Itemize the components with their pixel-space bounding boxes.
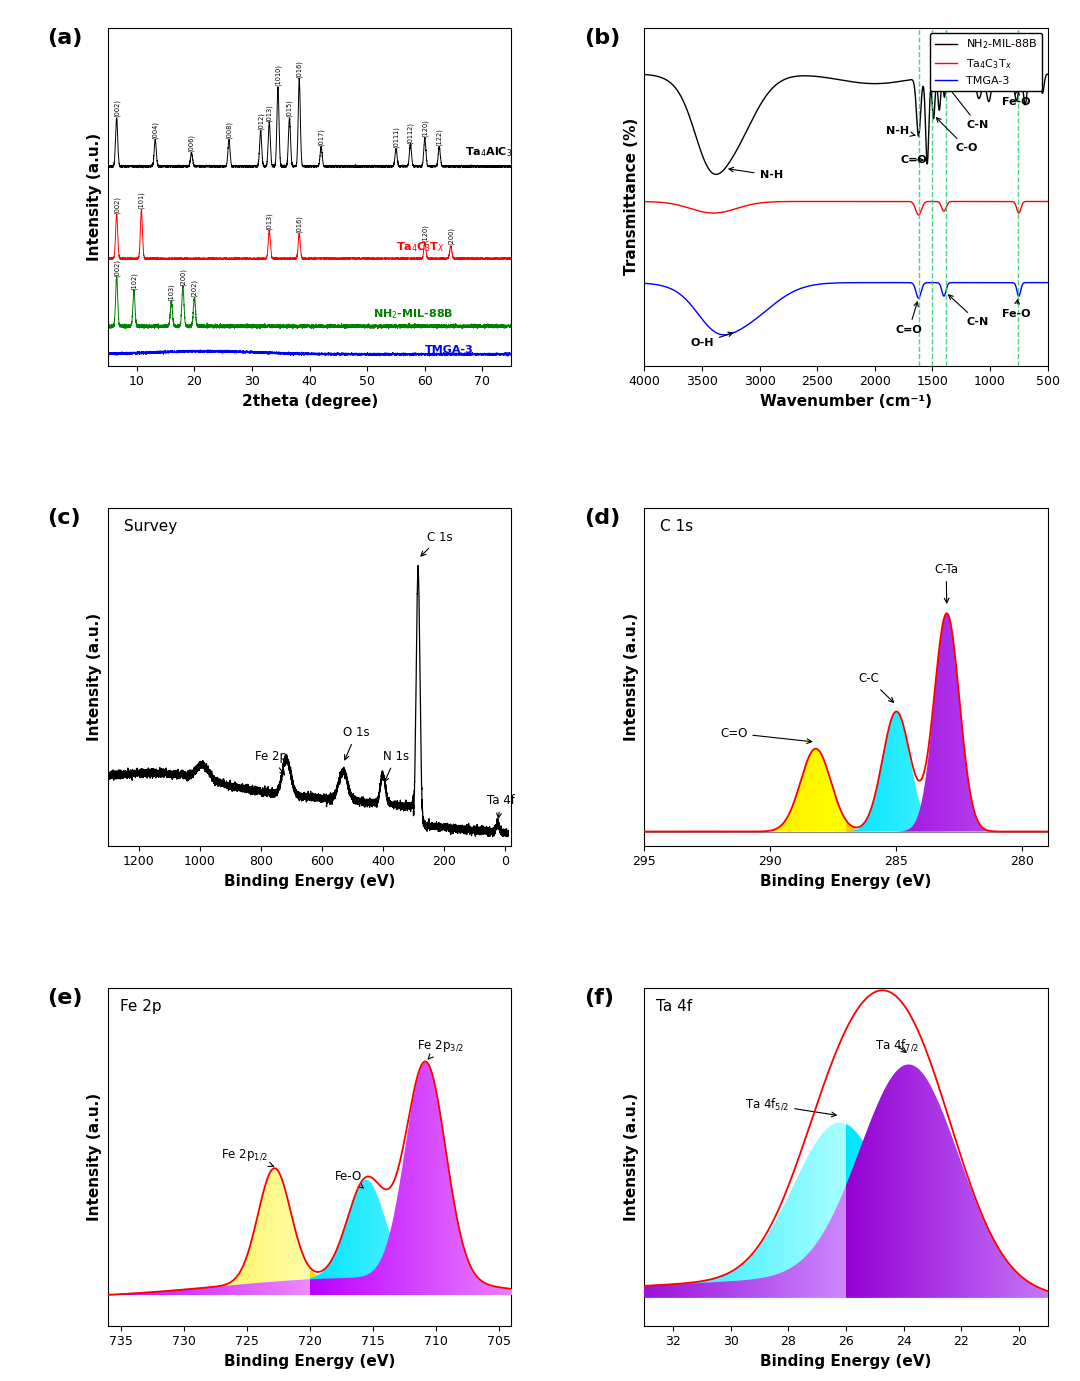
Text: Ta 4f$_{7/2}$: Ta 4f$_{7/2}$ [875,1037,919,1054]
Y-axis label: Intensity (a.u.): Intensity (a.u.) [87,133,103,261]
Text: (b): (b) [584,28,620,47]
Text: (120): (120) [421,224,428,242]
Text: Fe 2p: Fe 2p [255,750,286,775]
Text: (0112): (0112) [407,122,414,144]
Text: (d): (d) [584,508,620,528]
Text: (013): (013) [266,211,272,229]
Text: Fe-O: Fe-O [1001,90,1030,106]
Text: (101): (101) [138,192,145,210]
Text: O 1s: O 1s [343,726,369,760]
Text: Ta$_4$AlC$_3$: Ta$_4$AlC$_3$ [465,145,513,159]
X-axis label: Binding Energy (eV): Binding Energy (eV) [224,874,395,889]
Text: (016): (016) [296,59,302,77]
Y-axis label: Intensity (a.u.): Intensity (a.u.) [87,613,103,740]
Text: C-O: C-O [936,117,977,153]
Y-axis label: Intensity (a.u.): Intensity (a.u.) [87,1092,103,1221]
Text: C-N: C-N [948,296,989,327]
Text: Fe 2p: Fe 2p [120,1000,162,1015]
Text: (0111): (0111) [393,126,400,148]
Text: (016): (016) [296,215,302,233]
Text: C 1s: C 1s [421,530,453,557]
X-axis label: 2theta (degree): 2theta (degree) [242,394,378,409]
Text: Survey: Survey [124,519,177,534]
Text: (e): (e) [48,987,83,1008]
Text: TMGA-3: TMGA-3 [424,345,474,355]
X-axis label: Wavenumber (cm⁻¹): Wavenumber (cm⁻¹) [760,394,932,409]
Text: C-N: C-N [948,87,989,130]
Text: (004): (004) [152,122,159,139]
Text: C-Ta: C-Ta [934,563,958,603]
Text: Ta 4f: Ta 4f [657,1000,692,1015]
Text: N 1s: N 1s [383,750,409,782]
Text: (f): (f) [584,987,613,1008]
Text: (013): (013) [266,104,272,122]
Text: C=O: C=O [720,726,812,743]
Legend: NH$_2$-MIL-88B, Ta$_4$C$_3$T$_x$, TMGA-3: NH$_2$-MIL-88B, Ta$_4$C$_3$T$_x$, TMGA-3 [930,33,1042,91]
X-axis label: Binding Energy (eV): Binding Energy (eV) [760,1353,932,1369]
Text: (1010): (1010) [274,65,281,87]
Text: C=O: C=O [900,155,927,164]
Text: N-H: N-H [887,126,915,137]
Text: (200): (200) [447,228,454,246]
Text: (120): (120) [421,120,428,137]
Text: (103): (103) [168,283,175,301]
X-axis label: Binding Energy (eV): Binding Energy (eV) [760,874,932,889]
Text: (102): (102) [131,272,137,290]
Text: (017): (017) [318,128,324,146]
Text: (002): (002) [113,196,120,214]
Text: C-C: C-C [859,673,893,703]
Text: (c): (c) [48,508,81,528]
Text: Fe 2p$_{3/2}$: Fe 2p$_{3/2}$ [417,1039,463,1059]
Text: Ta 4f: Ta 4f [487,794,515,818]
Text: NH$_2$-MIL-88B: NH$_2$-MIL-88B [373,308,454,322]
Text: (122): (122) [436,128,443,146]
Y-axis label: Transmittance (%): Transmittance (%) [624,117,638,275]
Text: O-H: O-H [690,333,732,348]
Text: Fe-O: Fe-O [335,1170,363,1188]
Text: (015): (015) [286,99,293,117]
Text: C 1s: C 1s [661,519,693,534]
Text: (202): (202) [191,279,198,297]
Text: Ta$_4$C$_3$T$_X$: Ta$_4$C$_3$T$_X$ [396,240,445,254]
Text: (008): (008) [226,122,232,139]
Text: (006): (006) [188,134,194,152]
Text: Fe-O: Fe-O [1001,300,1030,319]
Text: Ta 4f$_{5/2}$: Ta 4f$_{5/2}$ [745,1097,836,1117]
Y-axis label: Intensity (a.u.): Intensity (a.u.) [624,613,638,740]
Text: Fe 2p$_{1/2}$: Fe 2p$_{1/2}$ [221,1148,274,1167]
Text: (012): (012) [257,112,264,130]
Y-axis label: Intensity (a.u.): Intensity (a.u.) [624,1092,638,1221]
Text: (a): (a) [48,28,83,47]
Text: (200): (200) [179,268,186,286]
Text: N-H: N-H [729,167,783,181]
Text: (002): (002) [113,260,120,278]
Text: C=O: C=O [895,302,922,334]
Text: (002): (002) [113,99,120,117]
X-axis label: Binding Energy (eV): Binding Energy (eV) [224,1353,395,1369]
